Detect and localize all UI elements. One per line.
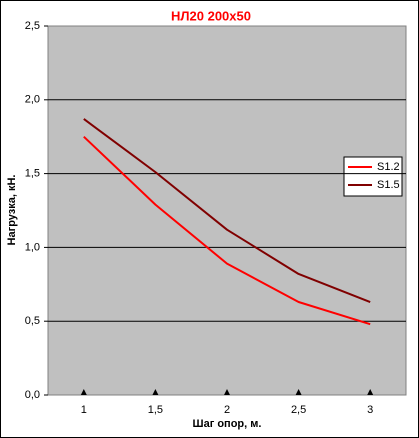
- x-tick-label: 1,5: [148, 404, 163, 416]
- y-tick-label: 2,0: [25, 94, 40, 106]
- y-tick-label: 0,0: [25, 389, 40, 401]
- y-tick-label: 2,5: [25, 20, 40, 32]
- series-line: [83, 135, 371, 326]
- y-tick-label: 1,0: [25, 241, 40, 253]
- x-tick: [152, 389, 159, 395]
- y-axis-label: Нагрузка, кН.: [6, 175, 18, 246]
- x-tick-label: 1: [81, 404, 87, 416]
- x-tick-label: 2: [224, 404, 230, 416]
- chart-title: НЛ20 200х50: [171, 8, 251, 23]
- y-tick-label: 1,5: [25, 168, 40, 180]
- y-tick-label: 0,5: [25, 315, 40, 327]
- legend-label: S1.2: [377, 161, 400, 173]
- series-line: [83, 118, 371, 303]
- x-tick: [224, 389, 230, 395]
- legend-label: S1.5: [377, 179, 400, 191]
- x-tick-label: 2,5: [291, 404, 306, 416]
- legend: [343, 156, 403, 197]
- x-tick: [295, 389, 302, 395]
- x-axis-label: Шаг опор, м.: [193, 418, 262, 430]
- plot-area: [47, 25, 407, 396]
- x-tick: [80, 389, 87, 395]
- x-tick: [367, 389, 374, 395]
- x-tick-label: 3: [367, 404, 373, 416]
